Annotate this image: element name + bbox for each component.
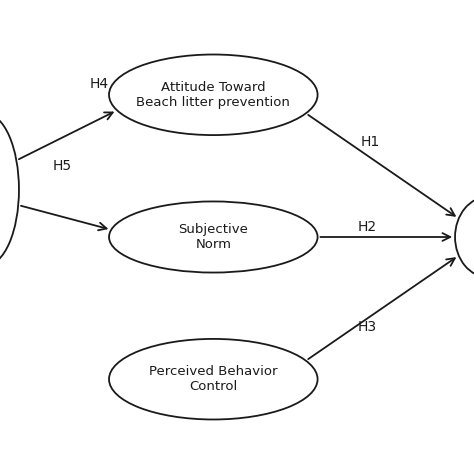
Text: H3: H3	[358, 320, 377, 334]
Text: H2: H2	[358, 219, 377, 234]
Text: H5: H5	[52, 159, 71, 173]
Text: Perceived Behavior
Control: Perceived Behavior Control	[149, 365, 278, 393]
Text: Subjective
Norm: Subjective Norm	[178, 223, 248, 251]
Text: Attitude Toward
Beach litter prevention: Attitude Toward Beach litter prevention	[137, 81, 290, 109]
Text: H1: H1	[360, 135, 380, 149]
Text: H4: H4	[90, 77, 109, 91]
